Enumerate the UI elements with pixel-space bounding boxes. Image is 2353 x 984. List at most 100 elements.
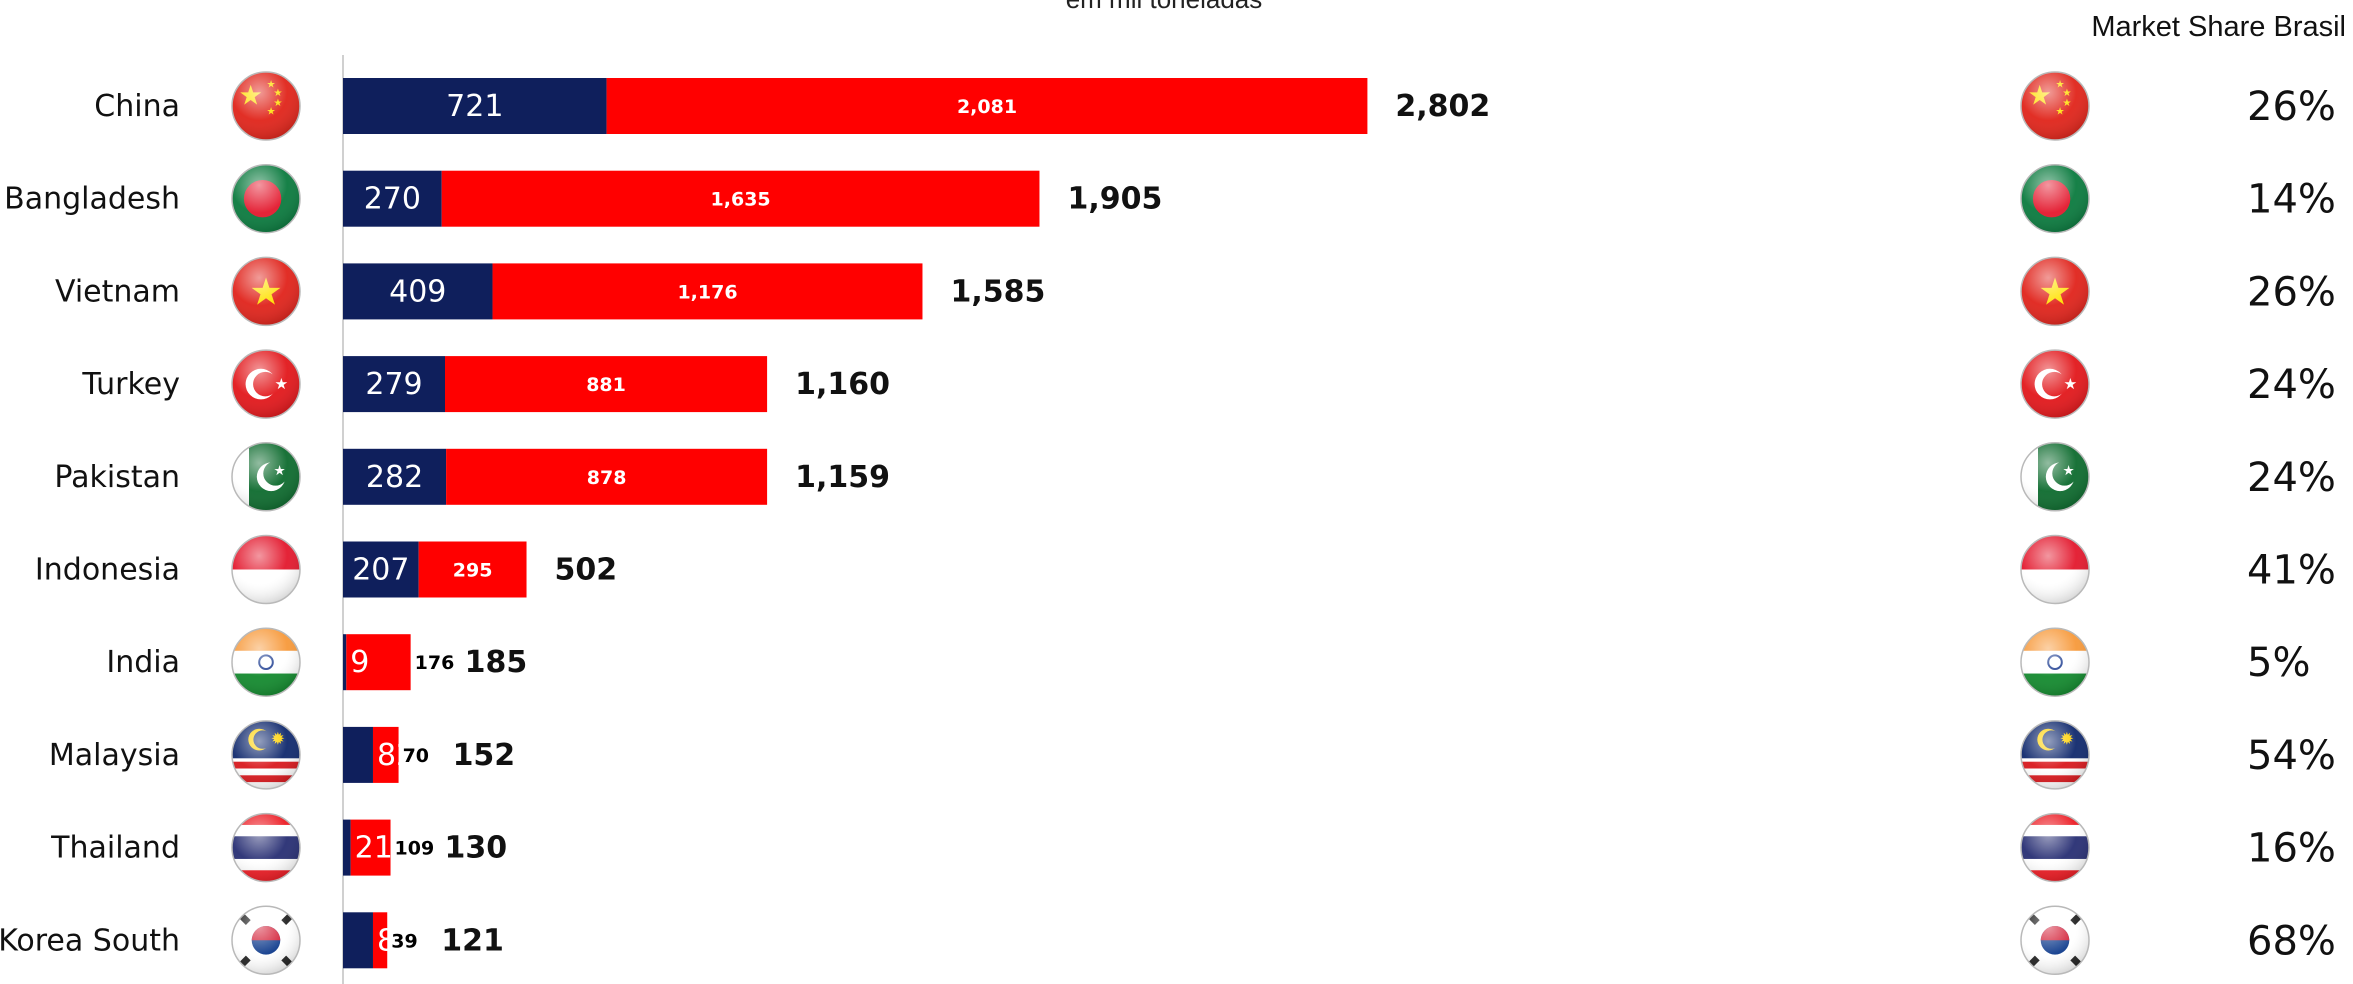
bar-brazil-label: 82 <box>377 738 415 773</box>
pakistan-flag-icon: ★ <box>2020 442 2090 512</box>
bar-brazil-label: 207 <box>352 553 409 588</box>
category-label: Pakistan <box>54 460 180 495</box>
bar-row: Thailand 21 109 130 16% <box>50 812 2336 883</box>
market-share-value: 54% <box>2247 733 2336 779</box>
bar-other-label: 1,176 <box>677 281 737 303</box>
bar-row: Indonesia 207 295 502 41% <box>35 534 2336 605</box>
bar-row: India 9 176 185 5% <box>106 627 2310 697</box>
korea-south-flag-icon <box>2020 905 2090 976</box>
bar-other-label: 881 <box>586 374 626 396</box>
bar-brazil-label: 21 <box>355 831 393 866</box>
market-share-value: 24% <box>2247 362 2336 408</box>
bar-brazil <box>343 634 347 691</box>
bar-other <box>446 448 768 505</box>
bar-brazil <box>343 726 373 783</box>
market-share-value: 26% <box>2247 84 2336 130</box>
category-label: Korea South <box>0 923 180 958</box>
total-label: 121 <box>441 923 504 958</box>
category-label: Malaysia <box>49 738 180 773</box>
category-label: Turkey <box>81 367 180 402</box>
bar-brazil <box>343 819 351 876</box>
market-share-value: 16% <box>2247 826 2336 872</box>
market-share-value: 68% <box>2247 918 2336 964</box>
bar-other <box>346 634 411 691</box>
bar-other-label: 1,635 <box>711 189 771 211</box>
total-label: 1,159 <box>795 460 890 495</box>
bar-other-label: 2,081 <box>957 96 1017 118</box>
total-label: 1,160 <box>795 367 890 402</box>
bar-row: Pakistan ★ 282 878 1,159 ★ 24% <box>54 442 2336 512</box>
bar-other <box>606 78 1368 134</box>
bar-brazil <box>343 912 373 969</box>
bar-brazil-label: 279 <box>365 367 422 402</box>
total-label: 152 <box>453 738 516 773</box>
chart-subtitle: em mil toneladas <box>1066 0 1263 14</box>
bar-brazil-label: 270 <box>364 182 421 217</box>
total-label: 130 <box>445 831 508 866</box>
market-share-value: 24% <box>2247 455 2336 501</box>
bar-brazil-label: 409 <box>389 274 446 309</box>
category-label: Vietnam <box>55 274 180 309</box>
bar-other-label: 39 <box>391 930 417 952</box>
india-flag-icon <box>231 627 301 697</box>
bar-other <box>418 541 527 598</box>
bar-other <box>441 170 1040 227</box>
bar-other-label: 70 <box>403 745 429 767</box>
malaysia-flag-icon: ✹ <box>2020 720 2090 790</box>
vietnam-flag-icon: ★ <box>2020 256 2090 327</box>
bangladesh-flag-icon <box>2020 163 2090 234</box>
category-label: India <box>106 645 180 680</box>
vietnam-flag-icon: ★ <box>231 256 301 327</box>
bar-brazil <box>343 541 419 598</box>
bar-other <box>445 356 768 413</box>
bar-other <box>372 726 399 783</box>
total-label: 502 <box>555 553 618 588</box>
bar-row: Vietnam ★ 409 1,176 1,585 ★ 26% <box>55 256 2336 327</box>
bar-row: Turkey ★ 279 881 1,160 ★ 24% <box>81 349 2336 419</box>
india-flag-icon <box>2020 627 2090 697</box>
thailand-flag-icon <box>231 812 301 883</box>
bar-row: China ★★★★★ 721 2,081 2,802 ★★★★★ 26% <box>94 71 2336 141</box>
category-label: Indonesia <box>35 553 180 588</box>
korea-south-flag-icon <box>231 905 301 976</box>
bar-other-label: 176 <box>415 652 455 674</box>
bar-brazil-label: 721 <box>446 89 503 124</box>
total-label: 1,585 <box>950 274 1045 309</box>
thailand-flag-icon <box>2020 812 2090 883</box>
category-label: Bangladesh <box>4 182 180 217</box>
bar-other <box>372 912 388 969</box>
market-share-value: 5% <box>2247 640 2310 686</box>
bar-other <box>350 819 391 876</box>
bar-brazil-label: 82 <box>377 923 415 958</box>
turkey-flag-icon: ★ <box>2020 349 2090 419</box>
market-share-title: Market Share Brasil <box>2091 11 2346 43</box>
malaysia-flag-icon: ✹ <box>231 720 301 790</box>
category-label: Thailand <box>50 831 180 866</box>
total-label: 2,802 <box>1395 89 1490 124</box>
market-share-value: 41% <box>2247 548 2336 594</box>
bar-brazil <box>343 78 607 134</box>
bar-other-label: 295 <box>453 560 493 582</box>
bar-other <box>492 263 923 320</box>
pakistan-flag-icon: ★ <box>231 442 301 512</box>
china-flag-icon: ★★★★★ <box>2020 71 2090 141</box>
turkey-flag-icon: ★ <box>231 349 301 419</box>
bangladesh-flag-icon <box>231 163 301 234</box>
bar-other-label: 878 <box>587 467 627 489</box>
bar-brazil-label: 9 <box>350 645 369 680</box>
bar-brazil-label: 282 <box>366 460 423 495</box>
total-label: 185 <box>465 645 528 680</box>
bar-row: Bangladesh 270 1,635 1,905 14% <box>4 163 2336 234</box>
bar-brazil <box>343 448 447 505</box>
total-label: 1,905 <box>1067 182 1162 217</box>
indonesia-flag-icon <box>231 534 301 605</box>
market-share-value: 14% <box>2247 177 2336 223</box>
market-share-value: 26% <box>2247 269 2336 315</box>
bar-brazil <box>343 263 493 320</box>
china-flag-icon: ★★★★★ <box>231 71 301 141</box>
indonesia-flag-icon <box>2020 534 2090 605</box>
bar-brazil <box>343 356 446 413</box>
